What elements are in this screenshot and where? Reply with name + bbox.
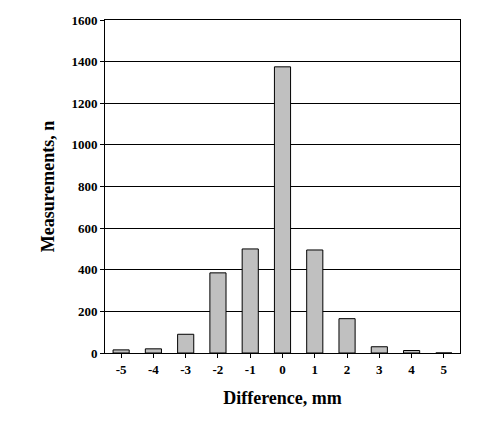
svg-text:1200: 1200 [71, 96, 97, 111]
svg-text:5: 5 [441, 362, 448, 377]
svg-text:0: 0 [279, 362, 286, 377]
svg-text:3: 3 [376, 362, 383, 377]
svg-text:1000: 1000 [71, 137, 97, 152]
svg-text:0: 0 [91, 346, 98, 361]
svg-text:4: 4 [408, 362, 415, 377]
svg-text:200: 200 [78, 304, 98, 319]
svg-text:-2: -2 [213, 362, 224, 377]
svg-text:800: 800 [78, 179, 98, 194]
svg-text:2: 2 [344, 362, 351, 377]
svg-text:-5: -5 [116, 362, 127, 377]
svg-text:600: 600 [78, 221, 98, 236]
svg-text:-3: -3 [180, 362, 191, 377]
svg-text:Measurements, n: Measurements, n [38, 121, 58, 253]
svg-text:-1: -1 [245, 362, 256, 377]
svg-text:Difference, mm: Difference, mm [223, 388, 342, 408]
svg-text:400: 400 [78, 262, 98, 277]
svg-text:1: 1 [312, 362, 319, 377]
svg-text:1600: 1600 [71, 13, 97, 28]
svg-text:-4: -4 [148, 362, 159, 377]
svg-text:1400: 1400 [71, 54, 97, 69]
